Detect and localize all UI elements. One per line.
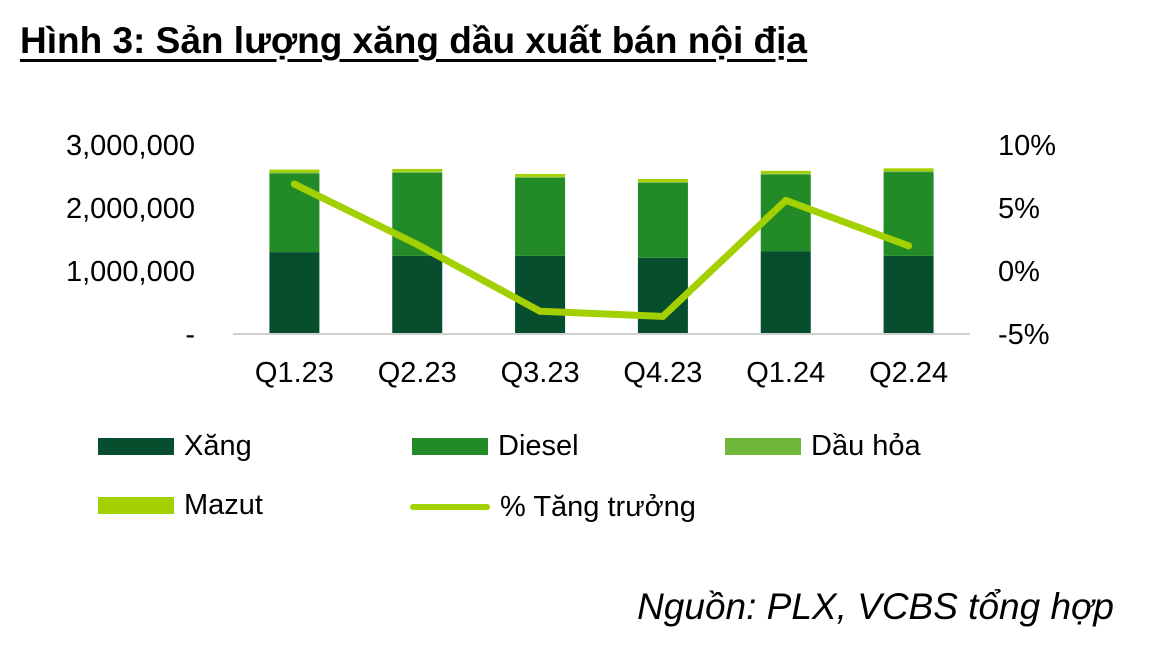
y-right-tick-label: 5%: [998, 193, 1040, 225]
bar-diesel-q4-23: [637, 182, 688, 258]
legend-label: Mazut: [184, 488, 263, 521]
y-right-tick-label: -5%: [998, 319, 1050, 351]
bar-x-ng-q3-23: [515, 255, 566, 334]
growth-point-q3-23: [536, 307, 544, 315]
y-right-tick-label: 0%: [998, 256, 1040, 288]
source-note: Nguồn: PLX, VCBS tổng hợp: [637, 586, 1114, 627]
legend-swatch: [98, 437, 174, 455]
bar-mazut-q3-23: [515, 173, 566, 177]
legend-label: % Tăng trưởng: [500, 490, 696, 523]
legend-swatch: [98, 496, 174, 514]
y-left-tick-label: 1,000,000: [66, 256, 195, 288]
bar-d-u-h-a-q1-23: [269, 172, 320, 174]
legend-swatch: [412, 437, 488, 455]
bar-mazut-q1-24: [760, 170, 811, 174]
bar-mazut-q2-24: [883, 168, 934, 172]
legend-item: Mazut: [98, 485, 263, 525]
x-tick-label: Q4.23: [623, 357, 702, 389]
y-left-tick-label: 3,000,000: [66, 130, 195, 162]
legend-label: Dầu hỏa: [811, 429, 921, 462]
legend-label: Xăng: [184, 429, 252, 462]
x-tick-label: Q2.24: [869, 357, 948, 389]
bar-mazut-q2-23: [392, 168, 443, 172]
bar-d-u-h-a-q3-23: [515, 176, 566, 178]
x-tick-label: Q1.24: [746, 357, 825, 389]
tick-layer: - 1,000,000 2,000,000 3,000,000 -5% 0% 5% 10% Q1…: [66, 130, 1056, 389]
bar-d-u-h-a-q2-24: [883, 171, 934, 173]
growth-point-q2-23: [413, 241, 421, 249]
growth-line: [290, 180, 913, 320]
growth-point-q1-24: [782, 196, 790, 204]
y-left-tick-label: 2,000,000: [66, 193, 195, 225]
bar-mazut-q1-23: [269, 169, 320, 173]
bar-d-u-h-a-q1-24: [760, 173, 811, 175]
x-tick-label: Q3.23: [501, 357, 580, 389]
legend-item: % Tăng trưởng: [410, 487, 696, 527]
x-tick-label: Q1.23: [255, 357, 334, 389]
legend-label: Diesel: [498, 429, 579, 462]
bar-d-u-h-a-q4-23: [637, 181, 688, 183]
chart-title: Hình 3: Sản lượng xăng dầu xuất bán nội …: [20, 20, 807, 61]
chart-plot: - 1,000,000 2,000,000 3,000,000 -5% 0% 5% 10% Q1…: [66, 130, 1056, 389]
growth-point-q1-23: [290, 180, 298, 188]
bar-diesel-q3-23: [515, 177, 566, 256]
bar-x-ng-q2-23: [392, 255, 443, 334]
y-left-tick-label: -: [185, 319, 195, 351]
y-right-tick-label: 10%: [998, 130, 1056, 162]
legend-swatch: [725, 437, 801, 455]
legend-item: Dầu hỏa: [725, 426, 921, 466]
legend-swatch: [410, 504, 490, 510]
bar-d-u-h-a-q2-23: [392, 171, 443, 173]
bar-x-ng-q1-23: [269, 252, 320, 334]
growth-point-q4-23: [659, 312, 667, 320]
bar-x-ng-q2-24: [883, 255, 934, 334]
bar-mazut-q4-23: [637, 179, 688, 182]
legend-item: Diesel: [412, 426, 579, 466]
legend-item: Xăng: [98, 426, 252, 466]
x-tick-label: Q2.23: [378, 357, 457, 389]
growth-line-layer: [290, 180, 913, 320]
bar-x-ng-q1-24: [760, 251, 811, 334]
bar-layer: [269, 168, 934, 334]
growth-point-q2-24: [905, 242, 913, 250]
